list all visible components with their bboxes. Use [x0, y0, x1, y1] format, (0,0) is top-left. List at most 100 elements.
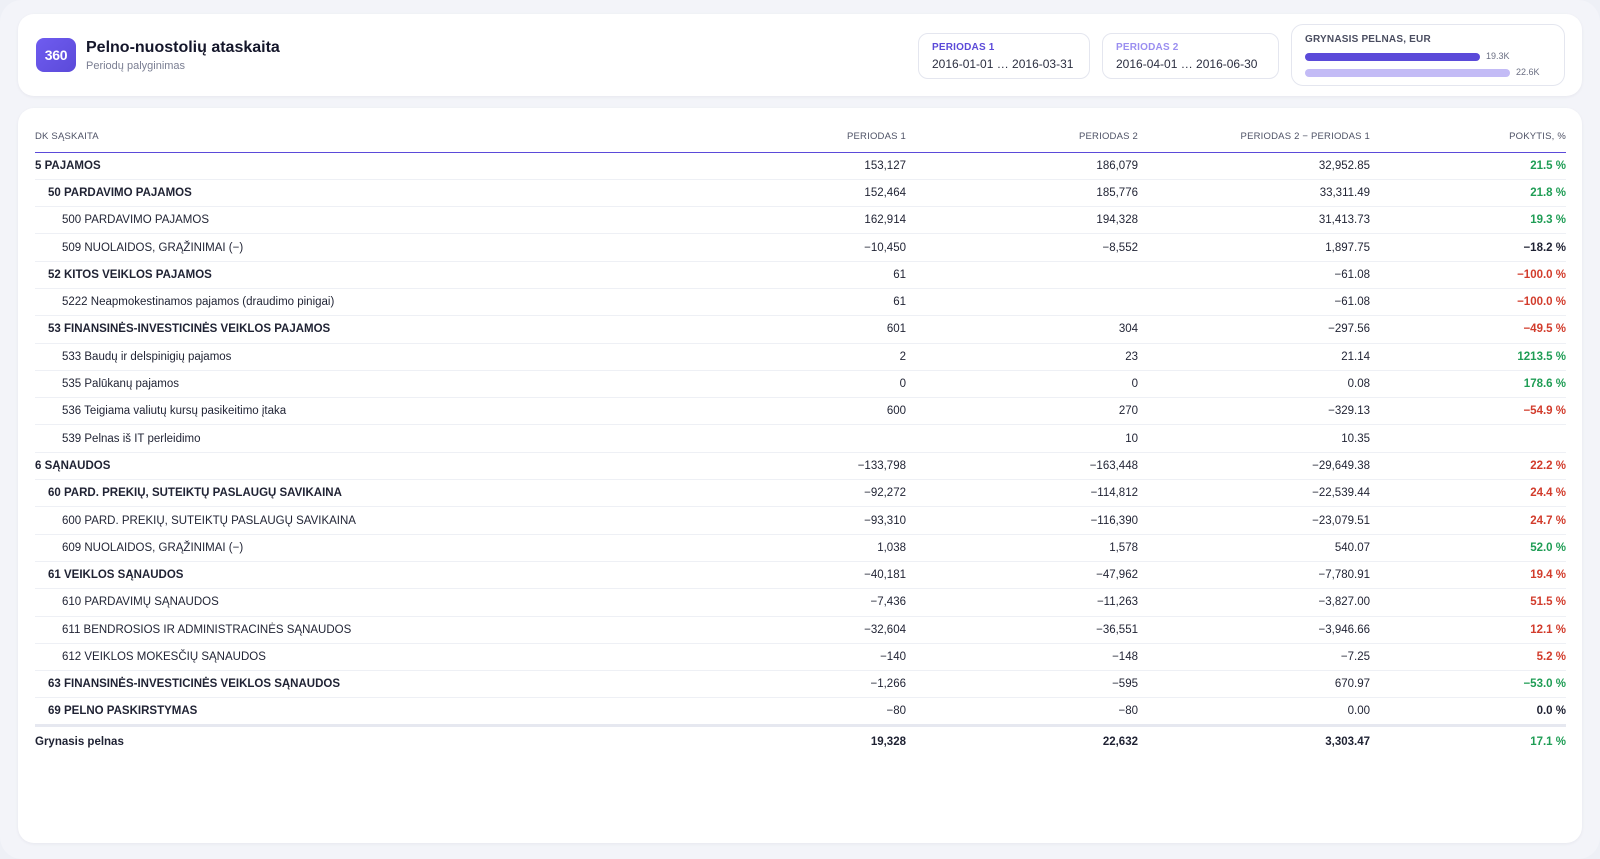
title-block: Pelno-nuostolių ataskaita Periodų palygi… — [86, 39, 280, 72]
table-row[interactable]: 539 Pelnas iš IT perleidimo 10 10.35 — [35, 424, 1566, 453]
period-1-range: 2016-01-01 … 2016-03-31 — [932, 57, 1074, 71]
period-1-cell: 2 — [706, 343, 906, 371]
total-row[interactable]: Grynasis pelnas 19,328 22,632 3,303.47 17.1 … — [35, 723, 1566, 756]
table-row[interactable]: 600 PARD. PREKIŲ, SUTEIKTŲ PASLAUGŲ SAVI… — [35, 506, 1566, 535]
period-2-cell: −47,962 — [906, 561, 1138, 590]
difference-cell: 1,897.75 — [1138, 233, 1370, 262]
change-pct-cell: 178.6 % — [1370, 370, 1566, 399]
change-pct-cell: 21.8 % — [1370, 179, 1566, 208]
change-pct-cell: 12.1 % — [1370, 616, 1566, 644]
table-row[interactable]: 52 KITOS VEIKLOS PAJAMOS 61 −61.08 −100.0 % — [35, 261, 1566, 289]
period-1-cell — [706, 424, 906, 453]
table-row[interactable]: 536 Teigiama valiutų kursų pasikeitimo į… — [35, 397, 1566, 426]
table-row[interactable]: 53 FINANSINĖS-INVESTICINĖS VEIKLOS PAJAM… — [35, 315, 1566, 344]
period-1-cell: 0 — [706, 370, 906, 399]
report-header: 360 Pelno-nuostolių ataskaita Periodų pa… — [18, 14, 1582, 96]
difference-cell: 670.97 — [1138, 670, 1370, 699]
period-2-cell: 23 — [906, 343, 1138, 371]
net-profit-bar-period-1 — [1305, 53, 1480, 61]
change-pct-cell: −100.0 % — [1370, 261, 1566, 289]
table-header-row: DK SĄSKAITA PERIODAS 1 PERIODAS 2 PERIOD… — [35, 122, 1566, 153]
account-cell: 610 PARDAVIMŲ SĄNAUDOS — [35, 588, 706, 617]
change-pct-cell: 19.4 % — [1370, 561, 1566, 590]
table-row[interactable]: 500 PARDAVIMO PAJAMOS 162,914 194,328 31,41… — [35, 206, 1566, 235]
difference-cell: −3,827.00 — [1138, 588, 1370, 617]
period-2-cell: 270 — [906, 397, 1138, 426]
difference-cell: −297.56 — [1138, 315, 1370, 344]
period-1-cell: 1,038 — [706, 534, 906, 562]
net-profit-label: GRYNASIS PELNAS, EUR — [1305, 34, 1431, 45]
period-1-cell: 162,914 — [706, 206, 906, 235]
table-row[interactable]: 5 PAJAMOS 153,127 186,079 32,952.85 21.5 % — [35, 152, 1566, 180]
difference-cell: −22,539.44 — [1138, 479, 1370, 508]
period-2-cell: −8,552 — [906, 233, 1138, 262]
period-2-cell: 1,578 — [906, 534, 1138, 562]
period-1-cell: −10,450 — [706, 233, 906, 262]
pnl-table: DK SĄSKAITA PERIODAS 1 PERIODAS 2 PERIOD… — [35, 122, 1566, 756]
table-row[interactable]: 509 NUOLAIDOS, GRĄŽINIMAI (−) −10,450 −8,5… — [35, 233, 1566, 262]
table-row[interactable]: 60 PARD. PREKIŲ, SUTEIKTŲ PASLAUGŲ SAVIK… — [35, 479, 1566, 508]
difference-cell: 21.14 — [1138, 343, 1370, 371]
column-header-period-1[interactable]: PERIODAS 1 — [706, 122, 906, 153]
report-table-card: DK SĄSKAITA PERIODAS 1 PERIODAS 2 PERIOD… — [18, 108, 1582, 843]
period-1-cell: 153,127 — [706, 152, 906, 180]
change-pct-cell: 24.4 % — [1370, 479, 1566, 508]
period-2-cell: −163,448 — [906, 452, 1138, 481]
account-cell: 61 VEIKLOS SĄNAUDOS — [35, 561, 706, 590]
table-row[interactable]: 612 VEIKLOS MOKESČIŲ SĄNAUDOS −140 −148 −7.… — [35, 643, 1566, 672]
table-row[interactable]: 610 PARDAVIMŲ SĄNAUDOS −7,436 −11,263 −3,82… — [35, 588, 1566, 617]
change-pct-cell — [1370, 424, 1566, 453]
difference-cell: 32,952.85 — [1138, 152, 1370, 180]
period-2-cell: −114,812 — [906, 479, 1138, 508]
period-2-cell: −595 — [906, 670, 1138, 699]
table-row[interactable]: 611 BENDROSIOS IR ADMINISTRACINĖS SĄNAUD… — [35, 616, 1566, 644]
difference-cell: 3,303.47 — [1138, 723, 1370, 756]
account-cell: 6 SĄNAUDOS — [35, 452, 706, 481]
column-header-difference[interactable]: PERIODAS 2 − PERIODAS 1 — [1138, 122, 1370, 153]
account-cell: 53 FINANSINĖS-INVESTICINĖS VEIKLOS PAJAM… — [35, 315, 706, 344]
period-2-cell: 10 — [906, 424, 1138, 453]
table-row[interactable]: 69 PELNO PASKIRSTYMAS −80 −80 0.00 0.0 % — [35, 697, 1566, 726]
page-subtitle: Periodų palyginimas — [86, 60, 186, 72]
account-cell: 63 FINANSINĖS-INVESTICINĖS VEIKLOS SĄNAU… — [35, 670, 706, 699]
period-1-cell: −140 — [706, 643, 906, 672]
table-row[interactable]: 533 Baudų ir delspinigių pajamos 2 23 21.14… — [35, 343, 1566, 371]
table-row[interactable]: 6 SĄNAUDOS −133,798 −163,448 −29,649.38 22.2… — [35, 452, 1566, 481]
period-1-cell: −40,181 — [706, 561, 906, 590]
period-2-cell: 304 — [906, 315, 1138, 344]
account-cell: 509 NUOLAIDOS, GRĄŽINIMAI (−) — [35, 233, 706, 262]
column-header-period-2[interactable]: PERIODAS 2 — [906, 122, 1138, 153]
difference-cell: 10.35 — [1138, 424, 1370, 453]
table-row[interactable]: 63 FINANSINĖS-INVESTICINĖS VEIKLOS SĄNAU… — [35, 670, 1566, 699]
net-profit-bar-period-2 — [1305, 69, 1510, 77]
period-2-cell: −148 — [906, 643, 1138, 672]
change-pct-cell: −49.5 % — [1370, 315, 1566, 344]
table-row[interactable]: 609 NUOLAIDOS, GRĄŽINIMAI (−) 1,038 1,578 5… — [35, 534, 1566, 562]
account-cell: 69 PELNO PASKIRSTYMAS — [35, 697, 706, 726]
table-row[interactable]: 535 Palūkanų pajamos 0 0 0.08 178.6 % — [35, 370, 1566, 399]
account-cell: 500 PARDAVIMO PAJAMOS — [35, 206, 706, 235]
table-row[interactable]: 5222 Neapmokestinamos pajamos (draudimo … — [35, 288, 1566, 317]
period-1-cell: 19,328 — [706, 723, 906, 756]
difference-cell: −61.08 — [1138, 288, 1370, 317]
difference-cell: 31,413.73 — [1138, 206, 1370, 235]
change-pct-cell: 51.5 % — [1370, 588, 1566, 617]
change-pct-cell: 0.0 % — [1370, 697, 1566, 726]
period-2-cell: −36,551 — [906, 616, 1138, 644]
period-2-selector[interactable]: PERIODAS 2 2016-04-01 … 2016-06-30 — [1102, 33, 1279, 79]
change-pct-cell: −18.2 % — [1370, 233, 1566, 262]
net-profit-bar-row-2: 22.6K — [1305, 67, 1551, 79]
table-row[interactable]: 61 VEIKLOS SĄNAUDOS −40,181 −47,962 −7,780.… — [35, 561, 1566, 590]
change-pct-cell: −100.0 % — [1370, 288, 1566, 317]
period-1-label: PERIODAS 1 — [932, 42, 995, 53]
change-pct-cell: 17.1 % — [1370, 723, 1566, 756]
column-header-change-pct[interactable]: POKYTIS, % — [1370, 122, 1566, 153]
account-cell: Grynasis pelnas — [35, 723, 706, 756]
difference-cell: −7,780.91 — [1138, 561, 1370, 590]
change-pct-cell: −53.0 % — [1370, 670, 1566, 699]
period-1-cell: 61 — [706, 288, 906, 317]
period-1-selector[interactable]: PERIODAS 1 2016-01-01 … 2016-03-31 — [918, 33, 1090, 79]
column-header-account[interactable]: DK SĄSKAITA — [35, 122, 706, 153]
period-1-cell: −1,266 — [706, 670, 906, 699]
table-row[interactable]: 50 PARDAVIMO PAJAMOS 152,464 185,776 33,311… — [35, 179, 1566, 208]
